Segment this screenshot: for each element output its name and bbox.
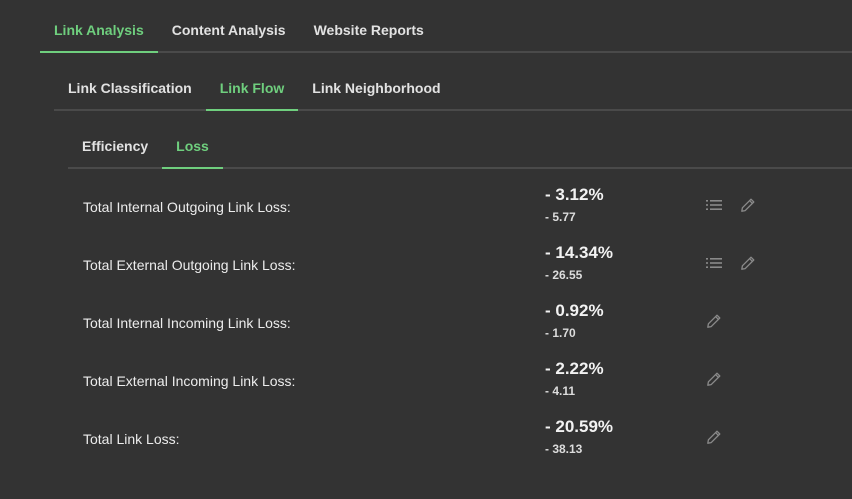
list-icon [706,257,722,269]
metric-row: Total Internal Incoming Link Loss: - 0.92… [68,292,852,350]
secondary-tabs: Link Classification Link Flow Link Neigh… [54,67,852,111]
tab-loss[interactable]: Loss [162,125,223,169]
metric-percent: - 3.12% [545,185,604,204]
metric-actions [705,254,757,272]
metric-values: - 0.92% - 1.70 [545,301,604,341]
primary-tabs: Link Analysis Content Analysis Website R… [40,8,852,53]
metric-row: Total External Incoming Link Loss: - 2.22… [68,350,852,408]
metric-values: - 14.34% - 26.55 [545,243,613,283]
list-icon [706,199,722,211]
metric-value: - 5.77 [545,210,576,224]
metric-value: - 38.13 [545,442,583,456]
tab-link-classification[interactable]: Link Classification [68,80,192,96]
metric-actions [705,428,723,446]
metric-actions [705,312,723,330]
metric-label: Total External Outgoing Link Loss: [83,257,296,273]
loss-metrics-list: Total Internal Outgoing Link Loss: - 3.12… [68,176,852,466]
metric-percent: - 2.22% [545,359,604,378]
metric-label: Total Internal Incoming Link Loss: [83,315,291,331]
pencil-icon [740,255,756,271]
edit-button[interactable] [705,428,723,446]
metric-values: - 2.22% - 4.11 [545,359,604,399]
metric-row: Total External Outgoing Link Loss: - 14.3… [68,234,852,292]
metric-actions [705,370,723,388]
edit-button[interactable] [739,254,757,272]
metric-label: Total Link Loss: [83,431,180,447]
tab-link-analysis[interactable]: Link Analysis [40,8,158,53]
edit-button[interactable] [739,196,757,214]
metric-label: Total Internal Outgoing Link Loss: [83,199,291,215]
metric-values: - 3.12% - 5.77 [545,185,604,225]
metric-value: - 1.70 [545,326,576,340]
metric-percent: - 14.34% [545,243,614,262]
metric-percent: - 0.92% [545,301,604,320]
tertiary-tabs: Efficiency Loss [68,125,852,169]
pencil-icon [706,371,722,387]
metric-label: Total External Incoming Link Loss: [83,373,296,389]
edit-button[interactable] [705,312,723,330]
tab-website-reports[interactable]: Website Reports [313,21,424,38]
pencil-icon [706,313,722,329]
metric-value: - 4.11 [545,384,576,398]
details-button[interactable] [705,254,723,272]
tab-content-analysis[interactable]: Content Analysis [171,21,286,38]
metric-percent: - 20.59% [545,417,614,436]
pencil-icon [706,429,722,445]
edit-button[interactable] [705,370,723,388]
tab-link-neighborhood[interactable]: Link Neighborhood [312,80,441,96]
metric-row: Total Link Loss: - 20.59% - 38.13 [68,408,852,466]
metric-row: Total Internal Outgoing Link Loss: - 3.12… [68,176,852,234]
pencil-icon [740,197,756,213]
metric-value: - 26.55 [545,268,583,282]
tab-efficiency[interactable]: Efficiency [82,138,149,154]
details-button[interactable] [705,196,723,214]
metric-values: - 20.59% - 38.13 [545,417,613,457]
metric-actions [705,196,757,214]
tab-link-flow[interactable]: Link Flow [205,67,299,111]
